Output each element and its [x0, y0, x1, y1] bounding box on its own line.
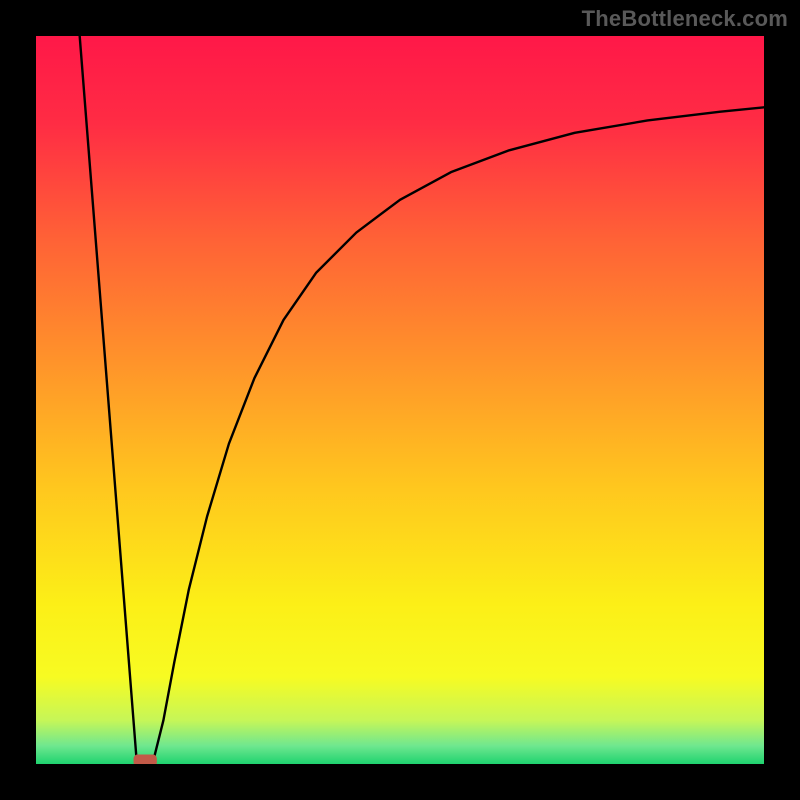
optimum-marker — [134, 755, 157, 764]
watermark-text: TheBottleneck.com — [582, 6, 788, 32]
gradient-background — [36, 36, 764, 764]
plot-area — [36, 36, 764, 764]
chart-frame: TheBottleneck.com — [0, 0, 800, 800]
chart-svg — [36, 36, 764, 764]
